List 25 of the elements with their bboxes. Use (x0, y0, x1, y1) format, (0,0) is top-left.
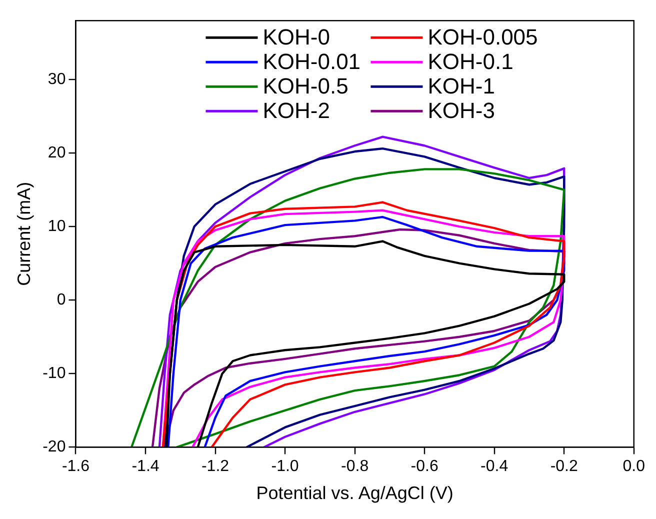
x-tick-label: -0.6 (410, 458, 438, 476)
legend-label: KOH-3 (428, 98, 495, 124)
legend-label: KOH-0.005 (428, 24, 538, 50)
x-tick-label: -1.2 (201, 458, 230, 476)
x-tick-label: -0.8 (341, 458, 369, 476)
y-tick-label: -20 (42, 438, 66, 456)
x-tick-label: 0.0 (622, 458, 646, 476)
x-tick-label: -1.4 (132, 458, 160, 476)
y-tick-label: -10 (42, 365, 66, 382)
y-tick-label: 0 (56, 292, 66, 309)
legend-label: KOH-2 (262, 98, 330, 124)
y-tick-label: 30 (48, 70, 66, 88)
x-tick-label: -0.2 (550, 458, 578, 476)
x-tick-label: -1.0 (271, 458, 299, 476)
x-tick-label: -1.6 (62, 458, 90, 476)
legend-label: KOH-1 (428, 74, 495, 99)
x-tick-label: -0.4 (480, 458, 508, 476)
y-axis-title: Current (mA) (14, 182, 34, 286)
x-axis-title: Potential vs. Ag/AgCl (V) (256, 483, 454, 504)
y-tick-label: 20 (48, 144, 66, 162)
legend-label: KOH-0 (262, 24, 330, 50)
legend-label: KOH-0.5 (262, 74, 348, 99)
legend-label: KOH-0.1 (428, 49, 514, 74)
legend-label: KOH-0.01 (262, 49, 361, 74)
y-tick-label: 10 (48, 218, 66, 235)
